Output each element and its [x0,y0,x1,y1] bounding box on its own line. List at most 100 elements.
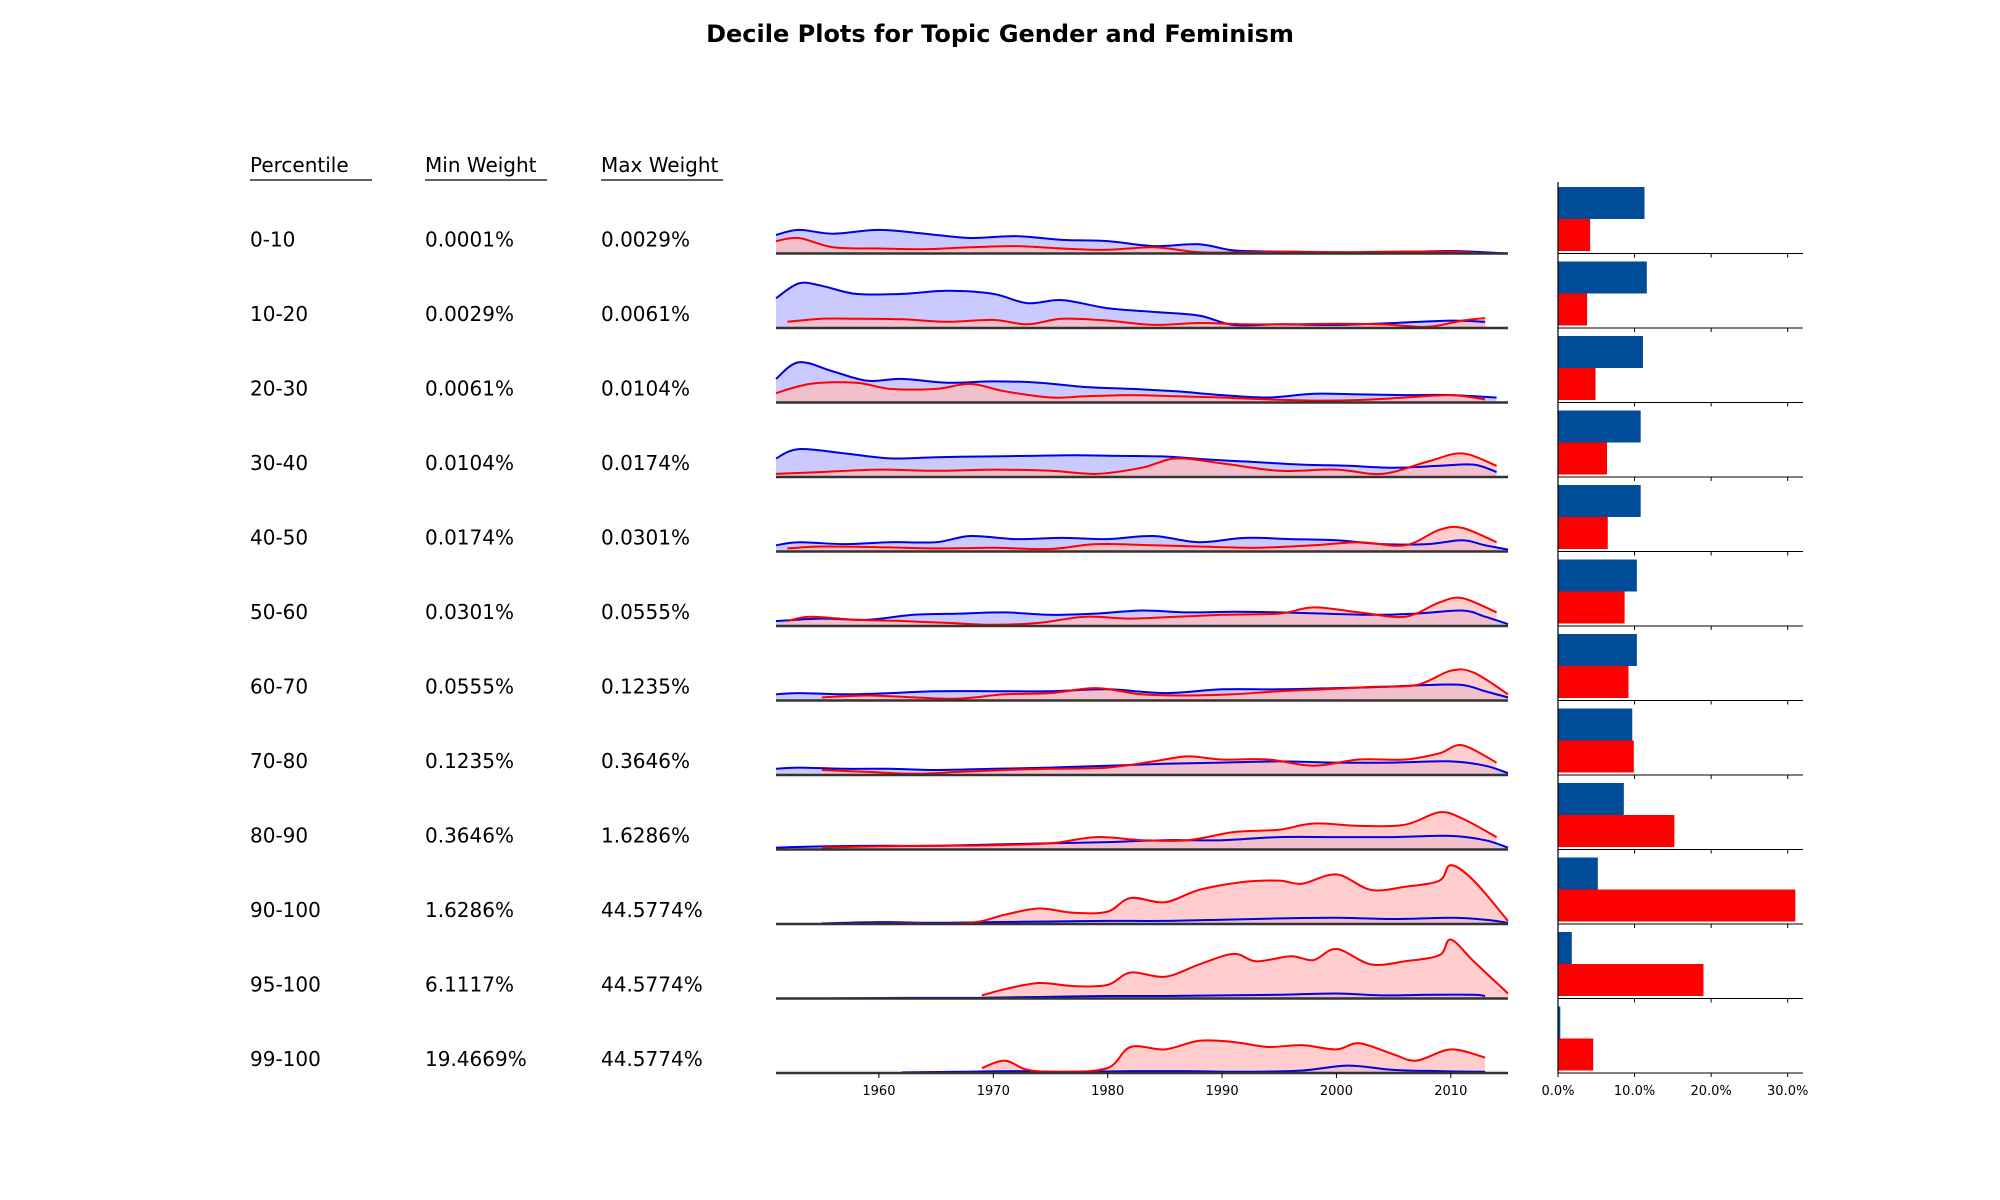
decile-row: 10-20 0.0029% 0.0061% [250,261,1803,332]
min-weight-cell: 0.0174% [425,526,514,550]
decile-row: 80-90 0.3646% 1.6286% [250,783,1803,854]
decile-row: 70-80 0.1235% 0.3646% [250,708,1803,779]
min-weight-cell: 1.6286% [425,898,514,922]
bar-group [1557,932,1803,1003]
red-bar [1558,815,1675,847]
max-weight-cell: 44.5774% [601,898,703,922]
ridge-plot [775,361,1508,404]
max-weight-cell: 0.1235% [601,675,690,699]
decile-row: 20-30 0.0061% 0.0104% [250,336,1803,407]
blue-bar [1558,559,1637,592]
bar-x-tick-label: 20.0% [1690,1084,1731,1099]
header-max-weight: Max Weight [601,153,719,177]
red-density-line [821,668,1509,700]
blue-density-line [775,361,1497,399]
bar-group [1557,261,1803,332]
header-min-weight: Min Weight [425,153,537,177]
red-density-line [821,811,1498,849]
decile-row: 50-60 0.0301% 0.0555% [250,559,1803,630]
ridge-plot [775,744,1509,777]
red-density-line [821,864,1509,925]
red-density-line [981,938,1509,997]
red-density-line [787,317,1486,328]
max-weight-cell: 0.0555% [601,600,690,624]
percentile-cell: 30-40 [250,451,308,475]
blue-bar [1558,857,1598,890]
max-weight-cell: 0.0301% [601,526,690,550]
red-density-line [787,596,1497,626]
percentile-cell: 60-70 [250,675,308,699]
blue-density-line [775,609,1509,626]
red-density-line [775,452,1497,476]
bar-group [1557,485,1803,556]
percentile-cell: 10-20 [250,302,308,326]
bar-group [1557,857,1803,928]
percentile-cell: 20-30 [250,377,308,401]
red-bar [1558,666,1629,698]
min-weight-cell: 0.3646% [425,824,514,848]
blue-bar [1558,634,1637,666]
red-density-area [981,939,1508,999]
blue-density-line [775,534,1509,551]
decile-row: 60-70 0.0555% 0.1235% [250,634,1803,705]
red-density-area [821,744,1497,775]
percentile-cell: 95-100 [250,973,321,997]
blue-density-line [775,447,1497,473]
decile-row: 30-40 0.0104% 0.0174% [250,410,1803,481]
ridge-plot [775,447,1508,479]
bar-group [1557,187,1803,258]
blue-density-line [775,281,1486,327]
min-weight-cell: 0.0061% [425,377,514,401]
blue-bar [1558,410,1641,443]
decile-rows: 0-10 0.0001% 0.0029%10-20 0.0029% 0.0061%20-… [250,187,1803,1077]
bar-group [1557,783,1803,854]
ridge-plot [776,1039,1508,1075]
blue-bar [1558,485,1641,517]
table-header: Percentile Min Weight Max Weight [250,153,723,181]
max-weight-cell: 44.5774% [601,973,703,997]
min-weight-cell: 6.1117% [425,973,514,997]
bar-x-tick-label: 30.0% [1767,1084,1808,1099]
header-percentile: Percentile [250,153,349,177]
decile-row: 95-100 6.1117% 44.5774% [250,932,1803,1003]
red-density-area [981,1040,1486,1073]
bar-group [1557,708,1803,779]
red-bar [1558,591,1625,624]
blue-density-area [776,282,1486,328]
red-density-area [787,597,1497,626]
max-weight-cell: 1.6286% [601,824,690,848]
red-bar [1558,1038,1594,1071]
percentile-cell: 99-100 [250,1047,321,1071]
blue-bar [1558,336,1643,368]
percentile-cell: 70-80 [250,749,308,773]
min-weight-cell: 0.0301% [425,600,514,624]
min-weight-cell: 0.0104% [425,451,514,475]
red-density-line [775,236,1486,255]
min-weight-cell: 0.0029% [425,302,514,326]
blue-density-line [775,683,1509,699]
bar-group [1557,559,1803,630]
blue-density-line [901,1064,1486,1074]
ridge-x-tick-label: 2010 [1434,1084,1467,1099]
ridge-x-tick-label: 1980 [1091,1084,1124,1099]
bar-group [1557,410,1803,481]
ridge-plot [775,668,1509,702]
red-density-area [821,812,1497,850]
decile-row: 40-50 0.0174% 0.0301% [250,485,1803,556]
blue-bar [1558,187,1645,219]
red-bar [1558,293,1588,326]
red-density-line [775,381,1486,402]
red-bar [1558,368,1596,400]
max-weight-cell: 0.0174% [601,451,690,475]
ridge-plot [775,811,1509,851]
red-density-area [776,237,1486,254]
red-bar [1558,517,1608,549]
min-weight-cell: 19.4669% [425,1047,527,1071]
ridge-plot [775,525,1509,553]
red-bar [1558,964,1704,996]
blue-bar [1558,708,1633,741]
percentile-cell: 90-100 [250,898,321,922]
bar-group [1557,1006,1803,1077]
percentile-cell: 80-90 [250,824,308,848]
